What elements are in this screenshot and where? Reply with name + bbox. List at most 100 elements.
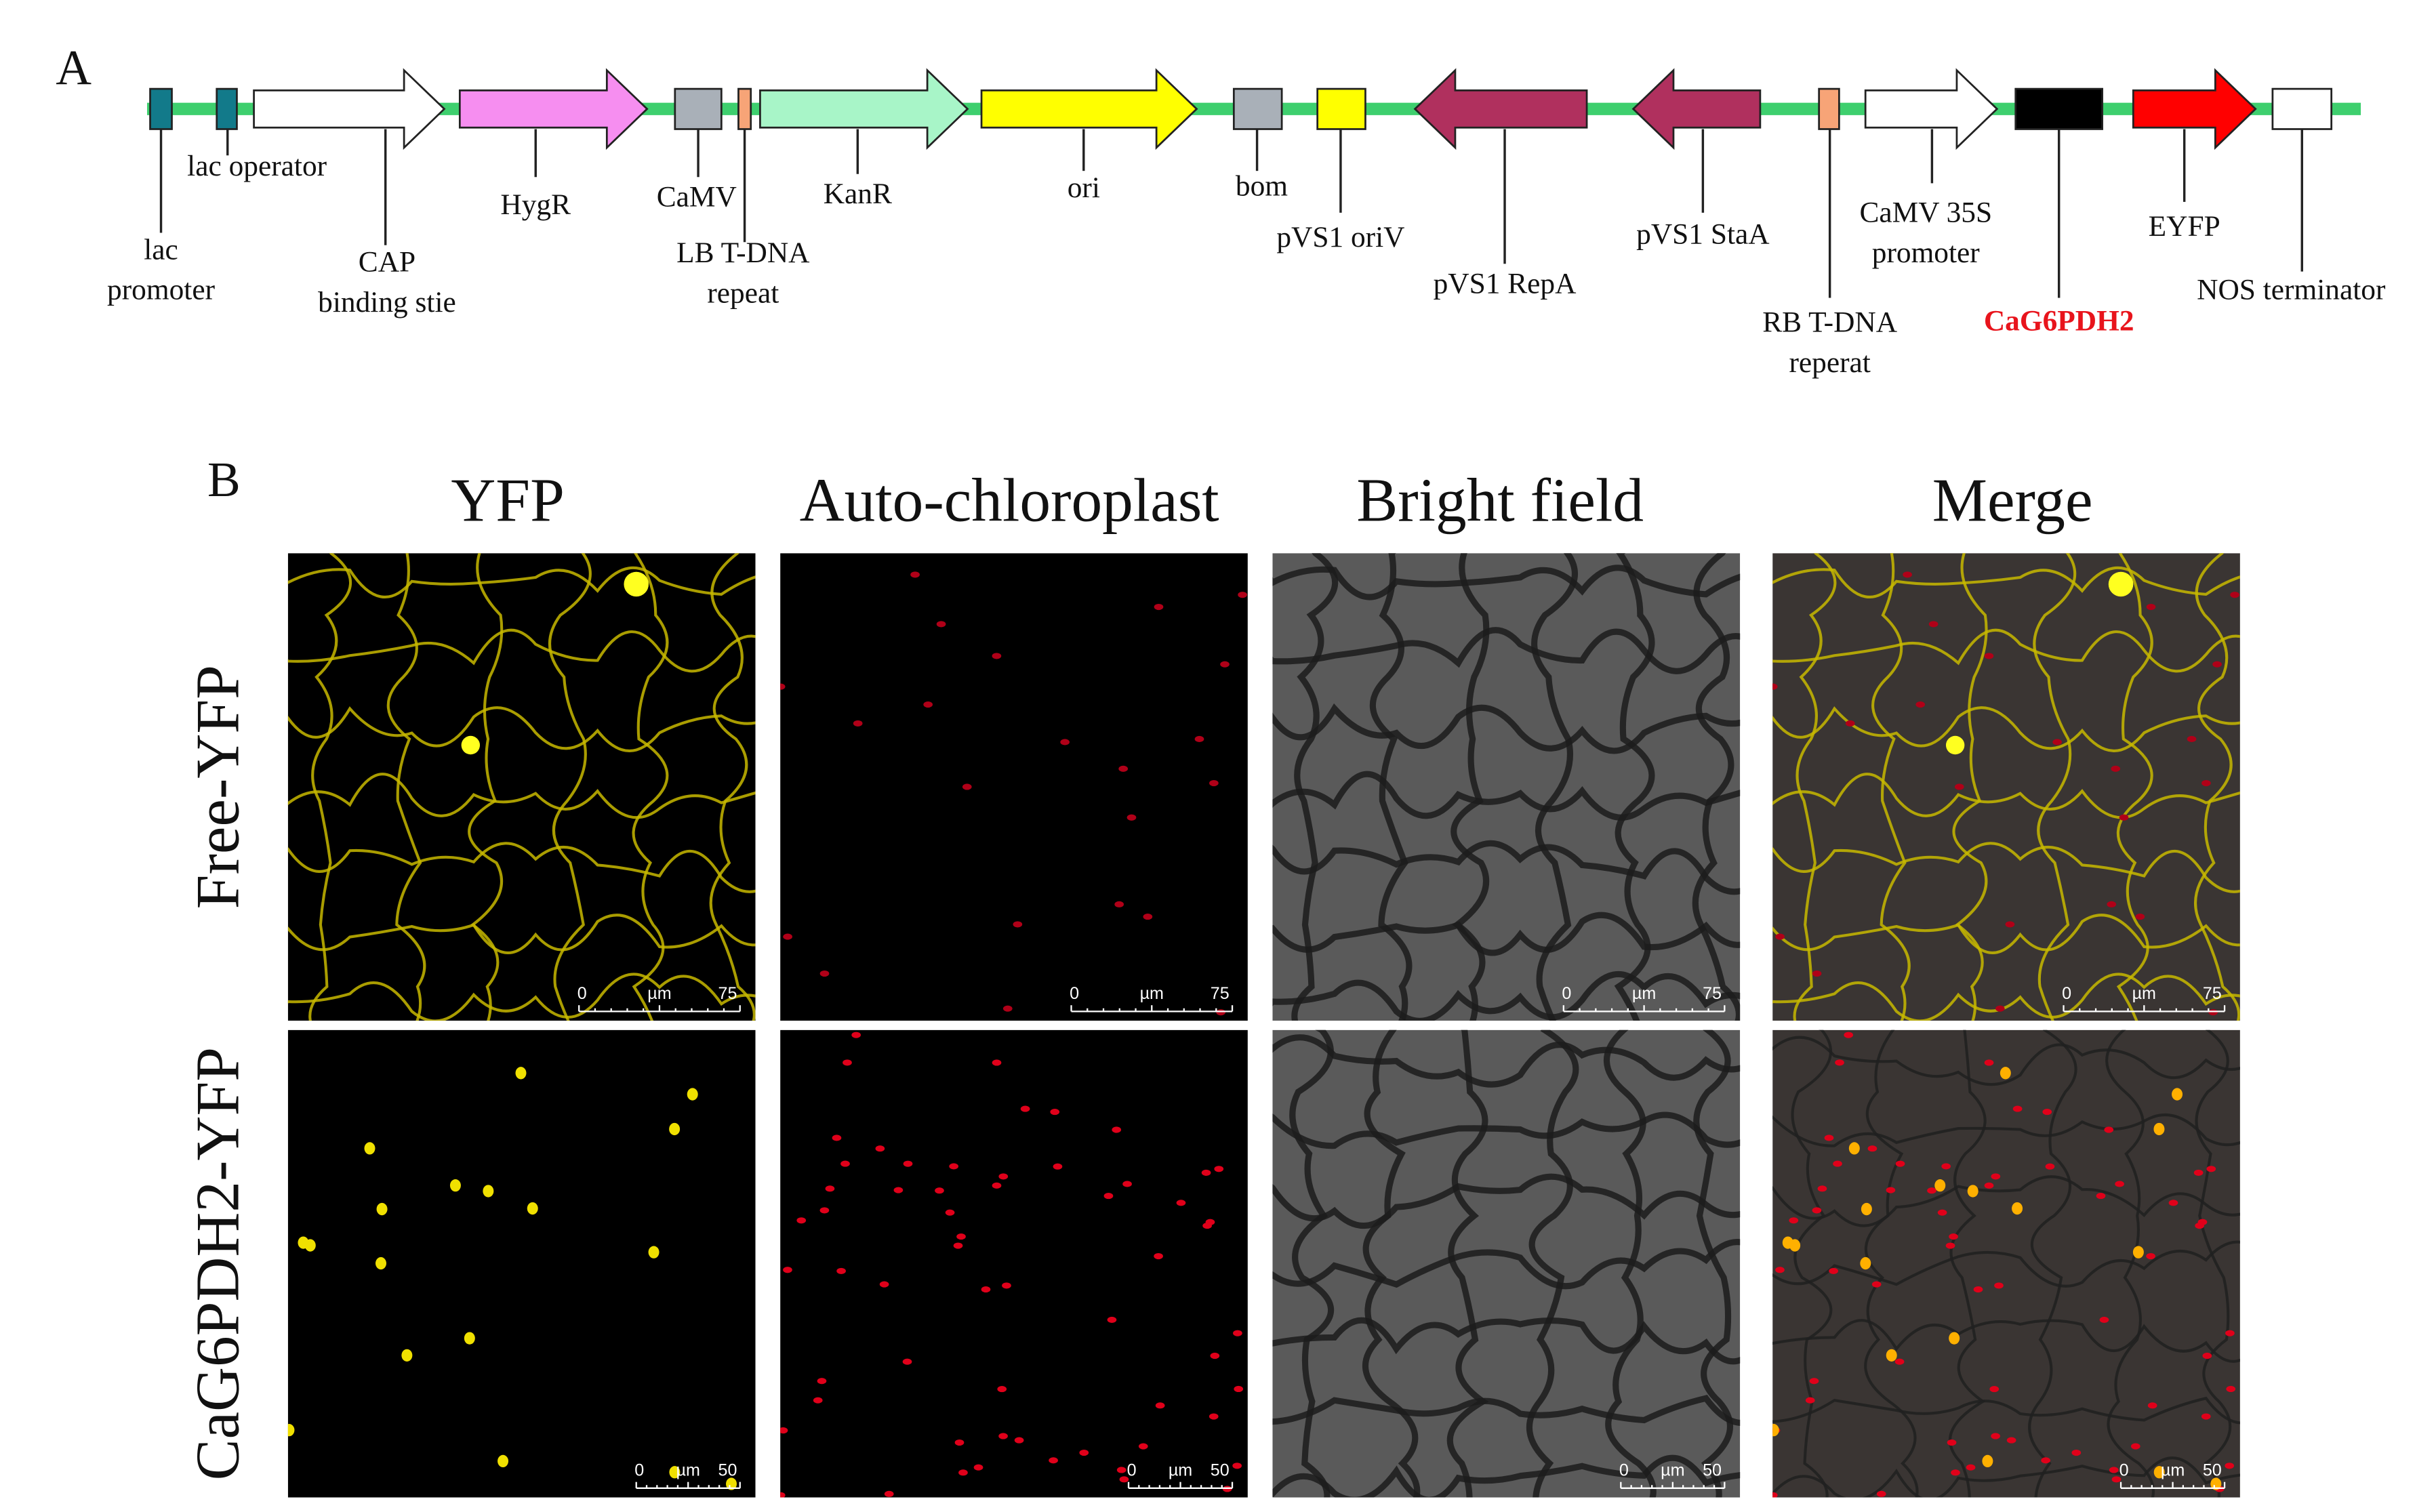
cell-wall (287, 566, 756, 599)
cell-wall (1272, 1111, 1741, 1149)
feature-box (1316, 87, 1366, 130)
chloroplast (1817, 1185, 1827, 1192)
chloroplast (1222, 1486, 1232, 1492)
scale-bar-label: µm (1140, 984, 1164, 1003)
chloroplast (2111, 1476, 2122, 1483)
cell-wall (386, 553, 426, 1021)
scale-bar-label: 0 (577, 984, 587, 1003)
chloroplast (832, 1135, 842, 1141)
chloroplast (1966, 1464, 1976, 1471)
nucleus (1848, 1142, 1860, 1155)
cell-wall (2195, 1029, 2232, 1498)
chloroplast (2195, 1222, 2204, 1229)
nucleus (1949, 1332, 1960, 1345)
chloroplast (1809, 1378, 1819, 1385)
chloroplast (1927, 1187, 1936, 1194)
cell-wall (1772, 566, 2240, 599)
nucleus (461, 735, 481, 755)
chloroplast (1949, 1233, 1958, 1240)
chloroplast (1835, 1059, 1844, 1066)
micrograph-bg (287, 1029, 756, 1498)
nucleus (298, 1236, 309, 1249)
micrograph-bg (780, 553, 1248, 1021)
chloroplast (1775, 933, 1785, 940)
chloroplast (1202, 1222, 1212, 1229)
nucleus (449, 1179, 461, 1192)
chloroplast (1210, 1352, 1220, 1360)
micrograph: 0 µm 75 (1772, 553, 2240, 1021)
chloroplast (819, 1207, 830, 1214)
chloroplast (2230, 592, 2239, 598)
feature-label: EYFP (2149, 210, 2220, 243)
chloroplast (1050, 1109, 1060, 1116)
chloroplast (1867, 1145, 1878, 1152)
chloroplast (1107, 1316, 1117, 1323)
chloroplast (2012, 1105, 2023, 1112)
chloroplast (2111, 765, 2121, 772)
feature-arrow (1864, 68, 1999, 150)
chloroplast (1154, 603, 1164, 611)
scale-bar-label: 75 (718, 984, 737, 1003)
chloroplast (962, 783, 972, 790)
nucleus (2108, 571, 2134, 597)
feature-label: lac operator (187, 150, 327, 182)
cell-wall (1603, 1029, 1657, 1498)
cell-wall (632, 553, 669, 1021)
chloroplast (1812, 1207, 1822, 1214)
feature-arrow (253, 68, 446, 150)
nucleus (287, 1424, 295, 1437)
cell-wall (2193, 553, 2240, 1021)
cell-wall (1272, 840, 1741, 895)
nucleus (498, 1454, 509, 1468)
nucleus (648, 1246, 659, 1259)
feature-box (1818, 87, 1840, 130)
chloroplast (2071, 1449, 2082, 1456)
cell-wall (1369, 553, 1413, 1021)
chloroplast (1014, 1437, 1024, 1444)
column-header: YFP (451, 466, 565, 534)
feature-arrow (2132, 68, 2257, 150)
feature-label: binding stie (318, 286, 456, 319)
cell-wall (2028, 1029, 2077, 1498)
nucleus (1782, 1236, 1793, 1249)
chloroplast (2096, 1193, 2106, 1200)
cell-wall (1871, 553, 1911, 1021)
nucleus (1860, 1256, 1871, 1270)
scale-bar-label: 75 (1211, 984, 1230, 1003)
chloroplast (893, 1187, 904, 1193)
feature-label: ori (1068, 171, 1100, 204)
chloroplast (1824, 1135, 1834, 1141)
cell-wall (1693, 1029, 1734, 1498)
chloroplast (2109, 1467, 2119, 1473)
feature-label: CaMV 35S (1859, 197, 1992, 229)
chloroplast (1194, 735, 1204, 743)
cell-wall (1531, 553, 1579, 1021)
chloroplast (1984, 653, 1994, 659)
nucleus (2012, 1202, 2023, 1215)
micrograph-bg (780, 1029, 1248, 1498)
cell-wall (287, 914, 756, 954)
micrograph: 0 µm 50 (1772, 1029, 2240, 1498)
chloroplast (1989, 1386, 2000, 1393)
chloroplast (1114, 901, 1124, 907)
chloroplast (1844, 1031, 1854, 1038)
chloroplast (1894, 1358, 1905, 1365)
feature-arrow (1413, 68, 1588, 150)
chloroplast (783, 933, 792, 940)
chloroplast (1143, 914, 1153, 920)
chloroplast (2146, 603, 2156, 611)
nucleus (2172, 1088, 2183, 1101)
cell-wall (1772, 1396, 2240, 1425)
chloroplast (813, 1397, 823, 1404)
chloroplast (780, 1427, 788, 1434)
chloroplast (1775, 1267, 1785, 1273)
chloroplast (1209, 779, 1219, 787)
chloroplast (992, 1182, 1002, 1189)
feature-label: CaG6PDH2 (1984, 304, 2134, 337)
chloroplast (2005, 921, 2015, 928)
nucleus (515, 1067, 527, 1080)
micrograph: 0 µm 75 (1272, 553, 1741, 1021)
nucleus (1886, 1349, 1897, 1362)
nucleus (2210, 1477, 2222, 1490)
cell-wall (1272, 1173, 1741, 1229)
